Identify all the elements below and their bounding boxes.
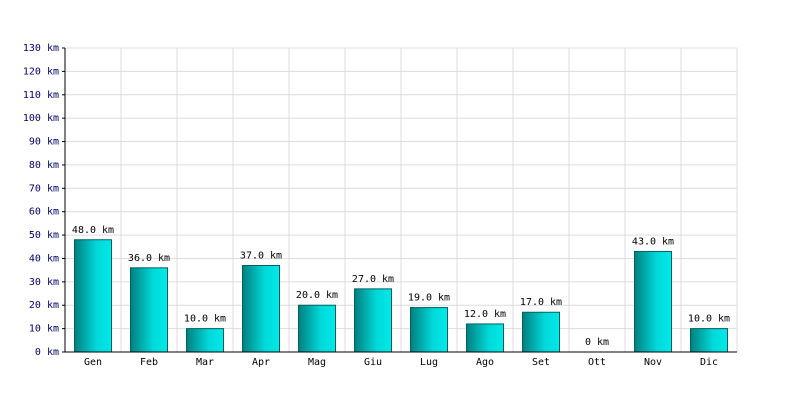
x-tick-label: Giu xyxy=(364,357,382,368)
x-tick-label: Feb xyxy=(140,357,158,368)
y-tick-label: 40 km xyxy=(29,253,59,264)
y-tick-label: 110 km xyxy=(23,90,59,101)
value-label: 43.0 km xyxy=(632,236,674,247)
y-tick-label: 20 km xyxy=(29,300,59,311)
bar xyxy=(186,328,224,353)
value-label: 12.0 km xyxy=(464,309,506,320)
value-label: 27.0 km xyxy=(352,274,394,285)
y-tick-label: 130 km xyxy=(23,43,59,54)
value-label: 37.0 km xyxy=(240,250,282,261)
x-tick-label: Apr xyxy=(252,357,270,368)
x-tick-label: Ott xyxy=(588,357,606,368)
x-tick-label: Gen xyxy=(84,357,102,368)
value-label: 0 km xyxy=(585,337,609,348)
y-tick-label: 0 km xyxy=(35,347,59,358)
bar xyxy=(354,288,392,353)
value-label: 19.0 km xyxy=(408,293,450,304)
bar xyxy=(74,239,112,353)
x-tick-label: Set xyxy=(532,357,550,368)
bar xyxy=(690,328,728,353)
y-tick-label: 70 km xyxy=(29,183,59,194)
y-tick-label: 60 km xyxy=(29,207,59,218)
y-tick-label: 100 km xyxy=(23,113,59,124)
y-tick-label: 30 km xyxy=(29,277,59,288)
bar xyxy=(466,323,504,353)
value-label: 20.0 km xyxy=(296,290,338,301)
x-tick-label: Mar xyxy=(196,357,214,368)
x-tick-label: Ago xyxy=(476,357,494,368)
bar xyxy=(410,307,448,353)
y-tick-label: 10 km xyxy=(29,324,59,335)
y-tick-label: 80 km xyxy=(29,160,59,171)
y-tick-label: 90 km xyxy=(29,137,59,148)
y-tick-label: 50 km xyxy=(29,230,59,241)
value-label: 48.0 km xyxy=(72,225,114,236)
x-tick-label: Mag xyxy=(308,357,326,368)
value-label: 36.0 km xyxy=(128,253,170,264)
x-tick-label: Lug xyxy=(420,357,438,368)
bar xyxy=(634,250,672,353)
x-tick-label: Nov xyxy=(644,357,662,368)
y-tick-label: 120 km xyxy=(23,66,59,77)
value-label: 10.0 km xyxy=(184,314,226,325)
bar xyxy=(298,304,336,353)
value-label: 10.0 km xyxy=(688,314,730,325)
x-tick-label: Dic xyxy=(700,357,718,368)
bar xyxy=(130,267,168,353)
bar xyxy=(522,311,560,353)
bar xyxy=(242,264,280,353)
value-label: 17.0 km xyxy=(520,297,562,308)
